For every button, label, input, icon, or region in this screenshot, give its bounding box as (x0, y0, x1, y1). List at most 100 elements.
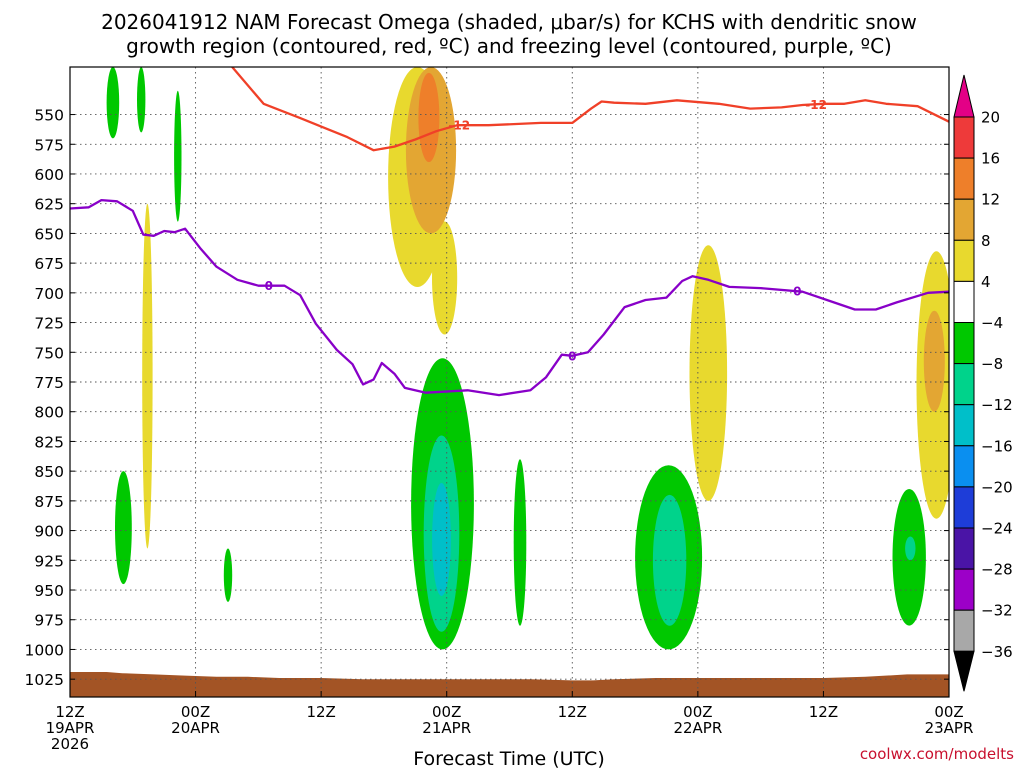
colorbar-label: 4 (981, 273, 991, 291)
colorbar-box-0 (953, 116, 975, 159)
dgz-contour-line (231, 67, 949, 152)
colorbar-label: −12 (981, 396, 1013, 414)
omega-region-9 (137, 67, 146, 133)
x-tick-label: 00Z (934, 703, 963, 721)
omega-colorbar: 20 16 12 8 4 −4 −8 −12 −16 −20 −24 −28 −32 −36 (953, 74, 1013, 692)
x-tick-label: 12Z (558, 703, 587, 721)
y-tick-label: 1025 (25, 671, 64, 689)
colorbar-bottom-arrow (953, 650, 975, 692)
omega-region-8 (106, 67, 120, 139)
omega-region-16 (513, 459, 527, 626)
y-tick-label: 675 (34, 255, 64, 273)
y-tick-label: 950 (34, 582, 64, 600)
y-tick-label: 825 (34, 433, 64, 451)
y-tick-label: 625 (34, 196, 64, 214)
x-tick-label: 12Z (306, 703, 335, 721)
temperature-contours: -12 -12 0 0 0 (70, 67, 949, 397)
colorbar-box-12 (953, 609, 975, 652)
y-tick-label: 775 (34, 374, 64, 392)
y-tick-label: 700 (34, 285, 64, 303)
pressure-axis: 550 575 600 625 650 675 700 725 750 775 800 825 850 8… (25, 107, 949, 689)
colorbar-box-9 (953, 486, 975, 529)
freezing-level-label-1: 0 (568, 349, 576, 363)
omega-region-4 (142, 203, 153, 549)
omega-region-5 (689, 245, 728, 501)
y-tick-label: 550 (34, 107, 64, 125)
plot-background (70, 67, 949, 697)
omega-region-1 (432, 221, 458, 335)
colorbar-label: −28 (981, 561, 1013, 579)
colorbar-box-11 (953, 568, 975, 611)
colorbar-box-8 (953, 445, 975, 488)
colorbar-label: 20 (981, 109, 1000, 127)
y-tick-label: 875 (34, 493, 64, 511)
y-tick-label: 725 (34, 315, 64, 333)
x-tick-label: 00Z (432, 703, 461, 721)
colorbar-label: −32 (981, 602, 1013, 620)
omega-region-20 (905, 536, 916, 561)
colorbar-box-4 (953, 280, 975, 323)
freezing-level-label-2: 0 (793, 285, 801, 299)
x-tick-label: 2026 (51, 735, 89, 753)
colorbar-box-1 (953, 157, 975, 200)
y-tick-label: 850 (34, 463, 64, 481)
colorbar-label: −36 (981, 643, 1013, 661)
x-tick-label: 22APR (673, 719, 722, 737)
source-credit: coolwx.com/modelts (860, 745, 1014, 763)
y-tick-label: 1000 (25, 641, 64, 659)
plot-area: -12 -12 0 0 0 (70, 67, 949, 697)
colorbar-label: −20 (981, 478, 1013, 496)
colorbar-box-3 (953, 239, 975, 282)
y-tick-label: 900 (34, 523, 64, 541)
terrain-band (70, 672, 949, 697)
x-tick-label: 21APR (422, 719, 471, 737)
colorbar-box-7 (953, 404, 975, 447)
colorbar-box-6 (953, 363, 975, 406)
y-tick-label: 975 (34, 612, 64, 630)
y-tick-label: 750 (34, 344, 64, 362)
x-tick-label: 20APR (171, 719, 220, 737)
omega-region-3 (418, 72, 440, 163)
colorbar-label: −24 (981, 520, 1013, 538)
dgz-contour-label-1: -12 (805, 98, 827, 112)
x-tick-label: 12Z (809, 703, 838, 721)
x-tick-label: 12Z (55, 703, 84, 721)
omega-region-7 (923, 310, 945, 412)
grid-lines (70, 67, 949, 697)
y-tick-label: 575 (34, 136, 64, 154)
y-tick-label: 600 (34, 166, 64, 184)
x-tick-label: 19APR (46, 719, 95, 737)
omega-region-10 (174, 90, 182, 222)
omega-region-11 (115, 471, 132, 585)
dgz-contour-label-0: -12 (448, 119, 470, 133)
omega-region-12 (223, 548, 233, 602)
x-tick-label: 00Z (181, 703, 210, 721)
colorbar-label: 8 (981, 232, 991, 250)
freezing-level-line (70, 198, 949, 397)
omega-region-18 (652, 494, 687, 626)
x-tick-label: 23APR (925, 719, 974, 737)
colorbar-label: −8 (981, 355, 1003, 373)
y-tick-label: 925 (34, 552, 64, 570)
omega-region-15 (432, 483, 451, 596)
chart-title: 2026041912 NAM Forecast Omega (shaded, μ… (101, 10, 917, 58)
y-tick-label: 800 (34, 404, 64, 422)
colorbar-box-10 (953, 527, 975, 570)
x-axis-label: Forecast Time (UTC) (413, 748, 604, 768)
freezing-level-label-0: 0 (265, 279, 273, 293)
colorbar-label: −16 (981, 437, 1013, 455)
terrain-shape (70, 672, 949, 697)
colorbar-box-2 (953, 198, 975, 241)
chart-title-line-1: 2026041912 NAM Forecast Omega (shaded, μ… (101, 10, 917, 34)
colorbar-box-5 (953, 322, 975, 365)
x-tick-label: 00Z (683, 703, 712, 721)
colorbar-label: 12 (981, 191, 1000, 209)
colorbar-label: 16 (981, 150, 1000, 168)
colorbar-top-arrow (953, 74, 975, 118)
y-tick-label: 650 (34, 225, 64, 243)
omega-shading (106, 67, 949, 650)
colorbar-label: −4 (981, 314, 1003, 332)
chart-title-line-2: growth region (contoured, red, ºC) and f… (126, 34, 892, 58)
